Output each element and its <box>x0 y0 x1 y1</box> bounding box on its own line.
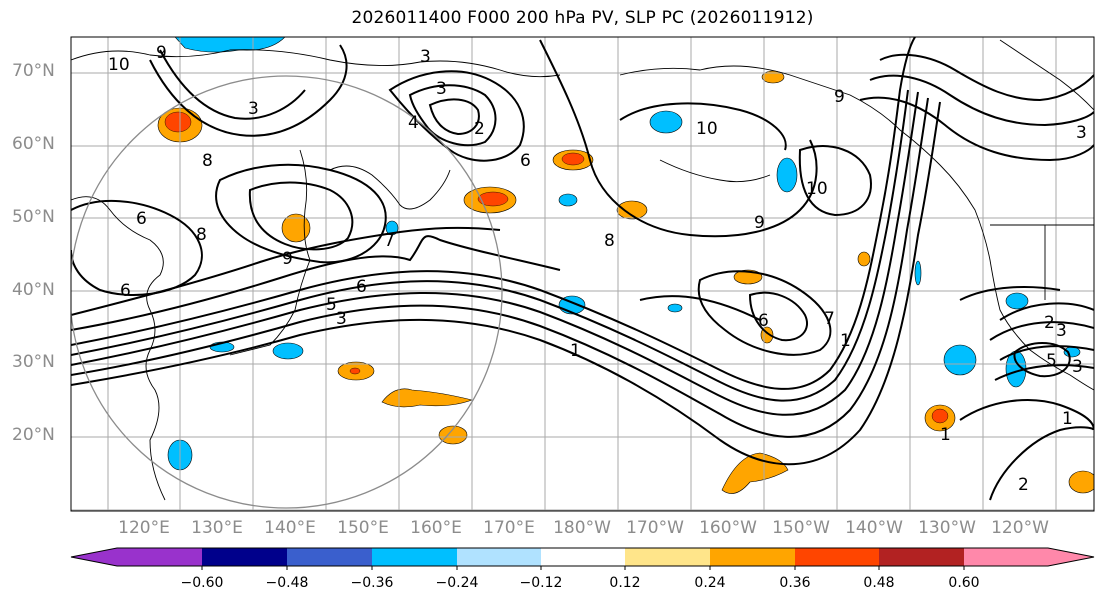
colorbar-high-extend <box>1048 548 1094 566</box>
contour-label: 10 <box>806 179 828 199</box>
contour-label: 6 <box>520 151 531 171</box>
colorbar-swatch <box>541 548 625 566</box>
colorbar-outline <box>70 547 1095 567</box>
colorbar-tick-label: −0.12 <box>519 575 563 591</box>
colorbar-low-extend <box>71 548 117 566</box>
contour-label: 3 <box>1056 321 1067 341</box>
colorbar-tick-label: 0.24 <box>694 575 726 591</box>
contour-label: 3 <box>336 309 347 329</box>
pv-strong-shading <box>164 111 949 424</box>
lon-label: 160°E <box>410 518 462 538</box>
lon-label: 130°W <box>918 518 976 538</box>
colorbar-swatch <box>372 548 457 566</box>
colorbar-tick-label: −0.36 <box>350 575 394 591</box>
lat-label: 20°N <box>12 425 55 445</box>
coastlines <box>71 39 1094 501</box>
contour-label: 2 <box>474 119 485 139</box>
lon-label: 180°W <box>553 518 611 538</box>
colorbar-tick-label: −0.24 <box>435 575 479 591</box>
contour-label: 1 <box>940 425 951 445</box>
colorbar-tick-label: −0.60 <box>180 575 224 591</box>
contour-label: 7 <box>384 231 395 251</box>
contour-label: 7 <box>824 309 835 329</box>
contour-label: 6 <box>136 209 147 229</box>
lon-label: 140°W <box>845 518 903 538</box>
colorbar-tick-label: −0.48 <box>265 575 309 591</box>
contour-label: 3 <box>1072 357 1083 377</box>
colorbar-swatch <box>287 548 372 566</box>
lon-label: 120°W <box>991 518 1049 538</box>
contour-label: 9 <box>156 43 167 63</box>
colorbar-swatch <box>457 548 541 566</box>
lon-label: 120°E <box>118 518 170 538</box>
contour-label: 3 <box>436 79 447 99</box>
contour-label: 9 <box>282 249 293 269</box>
colorbar-tick-label: 0.36 <box>779 575 811 591</box>
contour-label-group: 10 9 3 3 3 2 4 8 6 6 8 9 6 6 7 5 3 1 10 … <box>108 43 1087 495</box>
contour-label: 10 <box>696 119 718 139</box>
contour-label: 6 <box>120 281 131 301</box>
contour-label: 9 <box>754 213 765 233</box>
colorbar-tick-label: 0.12 <box>609 575 641 591</box>
contour-label: 3 <box>1076 123 1087 143</box>
lon-label: 170°E <box>483 518 535 538</box>
contour-label: 2 <box>1018 475 1029 495</box>
graticule <box>71 37 1094 511</box>
colorbar-swatch <box>879 548 964 566</box>
map-frame <box>70 36 1095 512</box>
colorbar-swatch <box>710 548 795 566</box>
lat-label: 50°N <box>12 207 55 227</box>
map-title: 2026011400 F000 200 hPa PV, SLP PC (2026… <box>351 8 814 28</box>
contour-label: 1 <box>840 331 851 351</box>
colorbar-swatch <box>795 548 879 566</box>
lat-label: 60°N <box>12 134 55 154</box>
lon-label: 150°W <box>772 518 830 538</box>
contour-label: 5 <box>326 295 337 315</box>
contour-label: 8 <box>196 225 207 245</box>
contour-label: 4 <box>408 113 419 133</box>
colorbar-swatch <box>964 548 1048 566</box>
contour-label: 6 <box>356 277 367 297</box>
map-panel <box>71 37 1094 511</box>
contour-label: 2 <box>1044 313 1055 333</box>
lon-label: 130°E <box>191 518 243 538</box>
contour-label: 9 <box>834 87 845 107</box>
slp-contours <box>71 37 1094 501</box>
contour-label: 1 <box>570 341 581 361</box>
contour-label: 1 <box>1062 409 1073 429</box>
colorbar-tick-label: 0.48 <box>863 575 895 591</box>
colorbar-tick-label: 0.60 <box>948 575 980 591</box>
contour-label: 8 <box>604 231 615 251</box>
contour-label: 5 <box>1046 351 1057 371</box>
colorbar <box>70 547 1095 570</box>
contour-label: 6 <box>758 311 769 331</box>
lat-label: 30°N <box>12 352 55 372</box>
lon-label: 140°E <box>264 518 316 538</box>
contour-label: 3 <box>420 47 431 67</box>
lon-label: 160°W <box>699 518 757 538</box>
lon-label: 150°E <box>337 518 389 538</box>
colorbar-swatch <box>117 548 202 566</box>
pv-negative-shading <box>167 37 1081 471</box>
lat-label: 40°N <box>12 280 55 300</box>
lon-label: 170°W <box>626 518 684 538</box>
contour-label: 8 <box>202 151 213 171</box>
colorbar-swatch <box>202 548 287 566</box>
colorbar-swatch <box>625 548 710 566</box>
lat-label: 70°N <box>12 61 55 81</box>
focus-circle <box>71 75 503 509</box>
contour-label: 3 <box>248 99 259 119</box>
contour-label: 10 <box>108 55 130 75</box>
